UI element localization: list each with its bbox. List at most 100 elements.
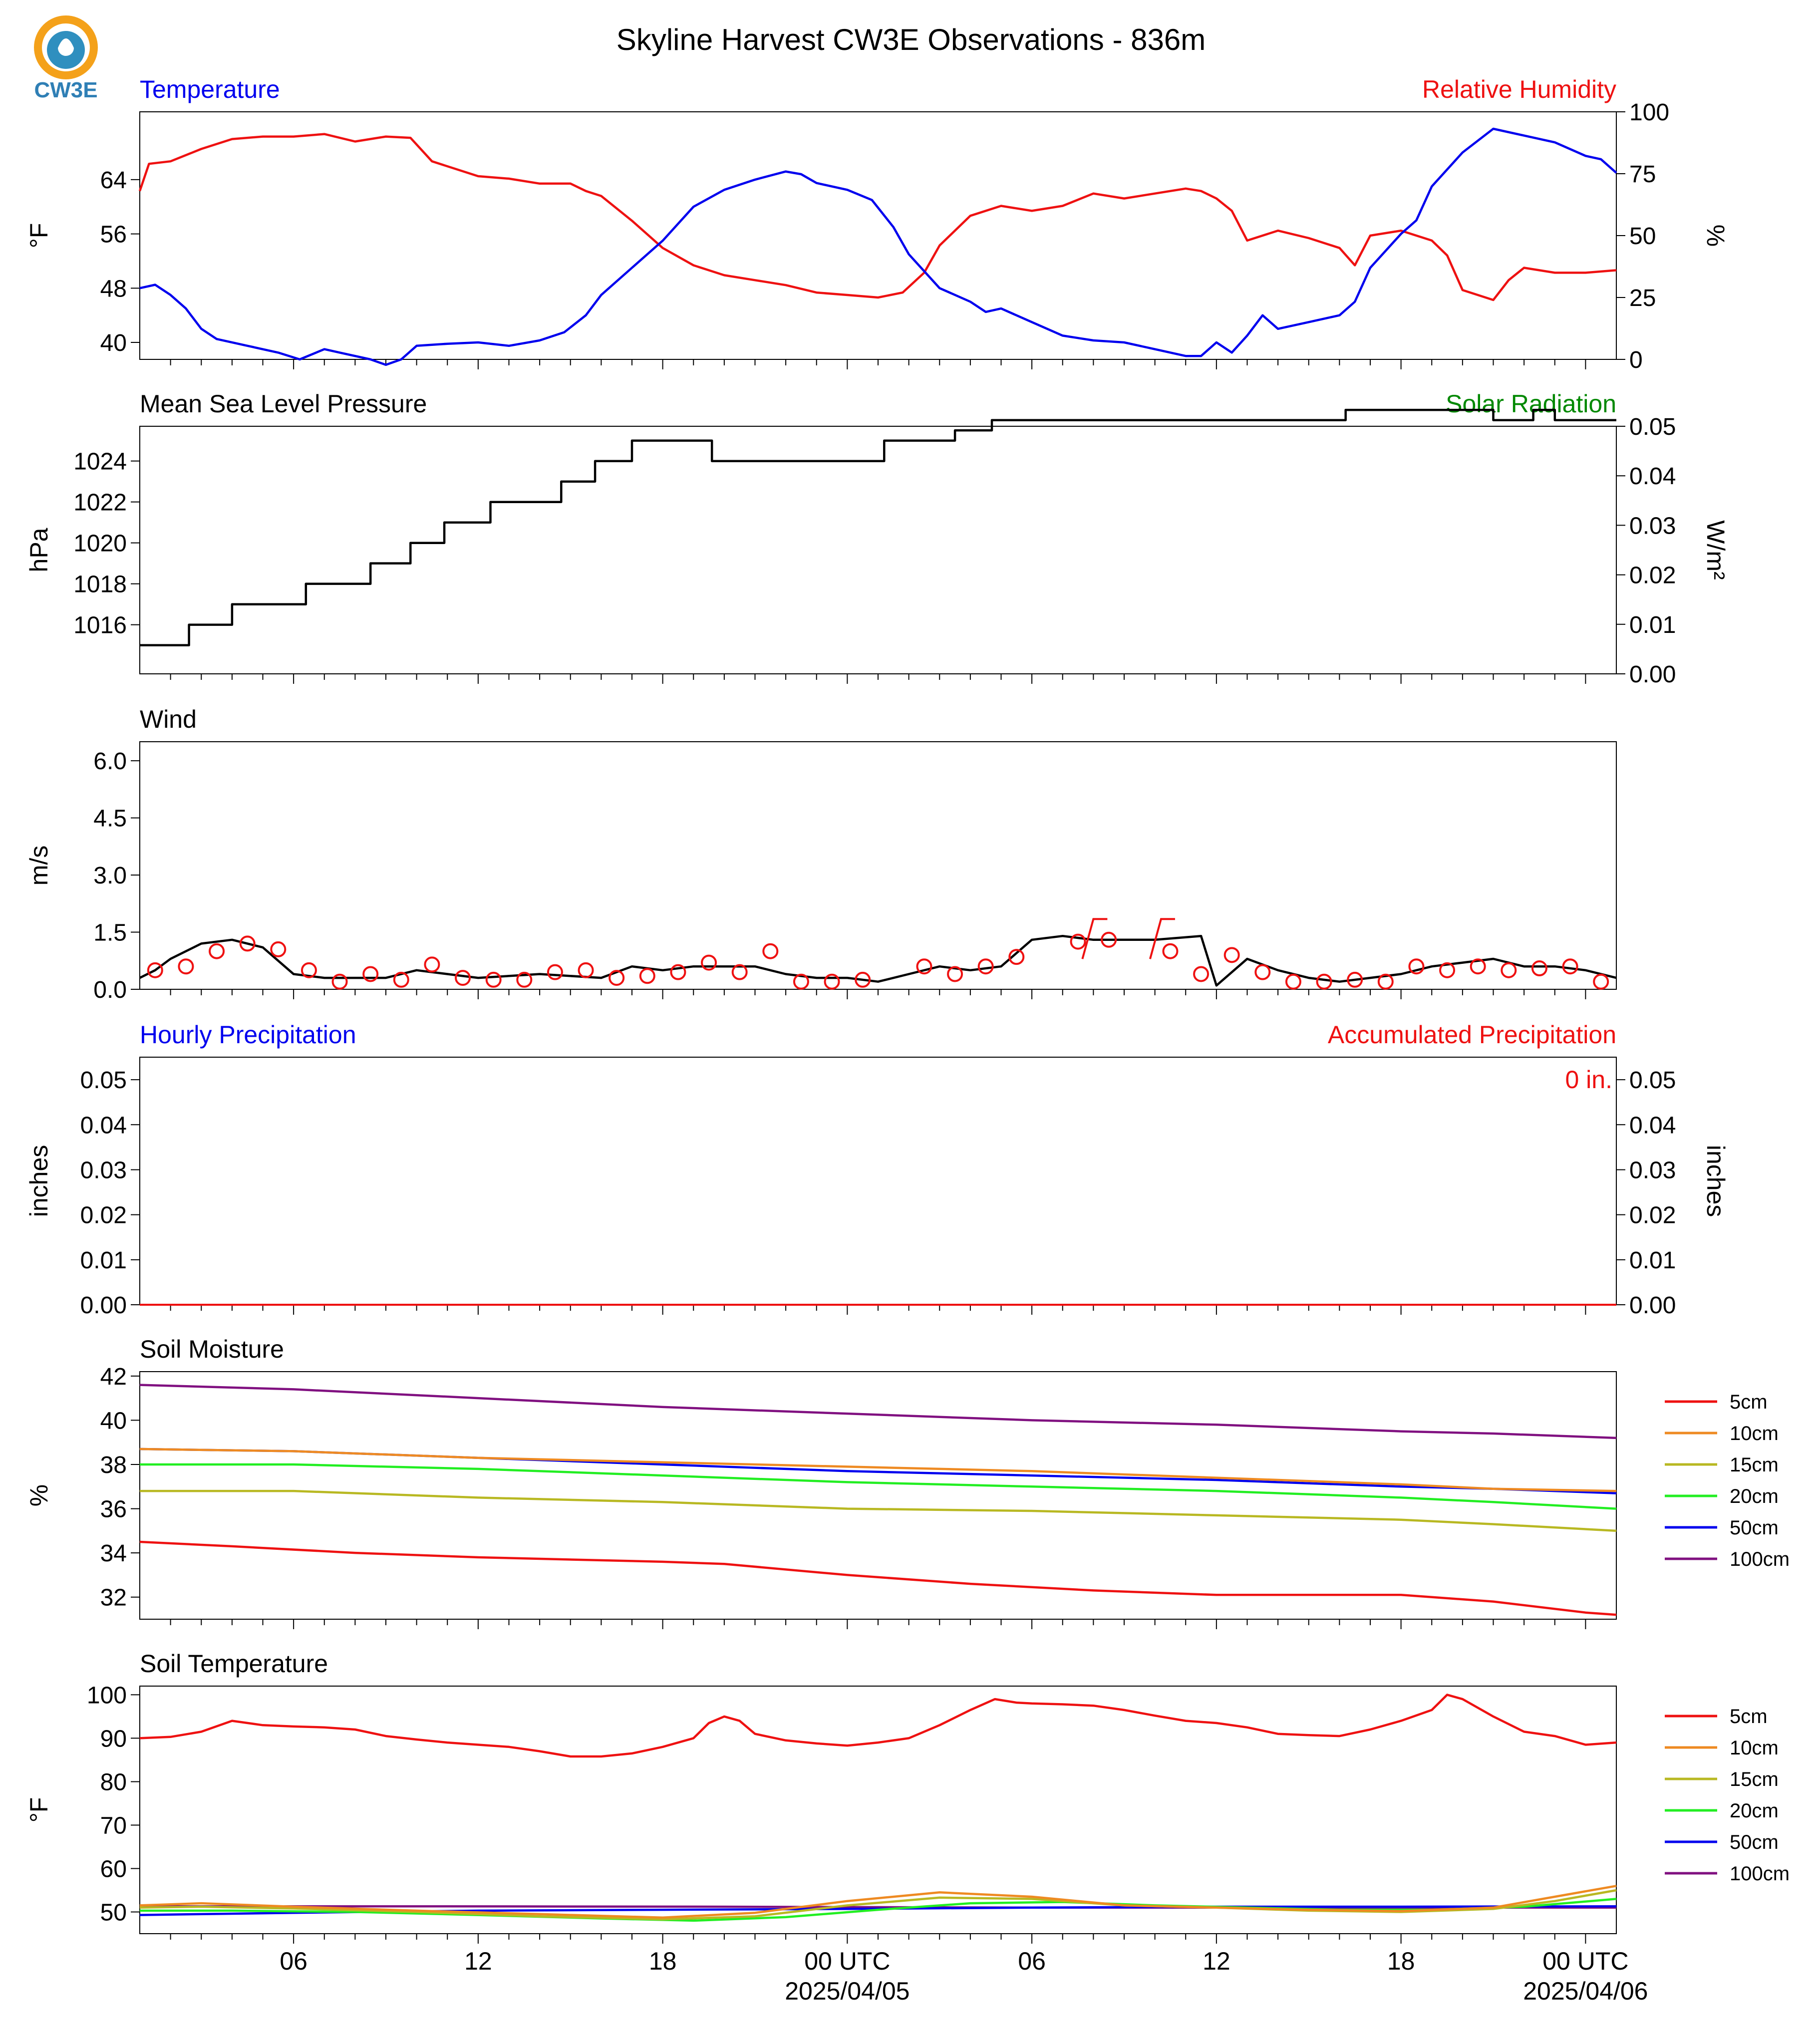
- wind-direction-marker: [239, 935, 256, 952]
- y-tick-label-left: 0.01: [80, 1247, 127, 1274]
- plot-frame: [139, 111, 1617, 360]
- wind-direction-marker: [1193, 966, 1210, 982]
- legend-label: 50cm: [1730, 1517, 1779, 1539]
- soil-series-line-15cm: [140, 1489, 1617, 1532]
- wind-direction-marker: [301, 962, 317, 978]
- y-tick-label-left: 36: [100, 1496, 127, 1523]
- panel-title-left: Soil Temperature: [140, 1650, 328, 1678]
- x-tick-label: 18: [1387, 1947, 1415, 1975]
- wind-direction-marker: [1408, 958, 1425, 975]
- wind-direction-marker: [578, 962, 594, 978]
- y-tick-label-left: 38: [100, 1452, 127, 1478]
- soil-series-line-50cm: [139, 1448, 1617, 1494]
- wind-direction-marker: [455, 970, 471, 986]
- x-tick-label: 06: [1018, 1947, 1046, 1975]
- y-axis-label-left: m/s: [25, 846, 53, 886]
- legend-label: 20cm: [1730, 1800, 1779, 1822]
- y-tick-label-left: 32: [100, 1585, 127, 1611]
- wind-direction-marker: [916, 958, 932, 975]
- y-tick-label-left: 80: [100, 1769, 127, 1795]
- wind-barb-icon: [1149, 918, 1175, 959]
- temperature-series-line: [139, 127, 1617, 366]
- y-tick-label-right: 50: [1629, 223, 1656, 250]
- logo-drop-icon: [58, 38, 74, 56]
- wind-direction-marker: [485, 971, 502, 988]
- y-tick-label-right: 0.04: [1629, 1112, 1676, 1139]
- legend-label: 20cm: [1730, 1485, 1779, 1507]
- wind-barb-icon: [1081, 918, 1108, 959]
- wind-direction-marker: [639, 968, 655, 984]
- pressure-series-line: [140, 408, 1616, 646]
- soil-series-line-15cm: [139, 1889, 1617, 1921]
- y-tick-label-left: 34: [100, 1540, 127, 1567]
- legend-label: 15cm: [1730, 1768, 1779, 1790]
- wind-direction-marker: [1070, 933, 1086, 950]
- panel-soil-temp: Soil Temperature 50 60 70 80 90 100 °F 5cm 10cm 15…: [25, 1650, 1790, 1944]
- legend-label: 10cm: [1730, 1423, 1779, 1445]
- y-tick-label-left: 0.00: [80, 1292, 127, 1319]
- y-tick-label-right: 75: [1629, 161, 1656, 188]
- y-axis-label-left: inches: [25, 1145, 53, 1217]
- y-tick-label-left: 48: [100, 276, 127, 302]
- wind-direction-marker: [1254, 964, 1271, 980]
- panel-title-right: Solar Radiation: [1446, 390, 1616, 418]
- cw3e-logo: CW3E: [34, 15, 98, 102]
- wind-direction-marker: [393, 971, 409, 988]
- wind-direction-marker: [1223, 947, 1240, 963]
- x-tick-label: 00 UTC: [804, 1947, 890, 1975]
- wind-direction-marker: [793, 973, 809, 990]
- x-date-label: 2025/04/05: [785, 1977, 910, 2005]
- panel-title-left: Hourly Precipitation: [140, 1021, 356, 1049]
- legend-label: 15cm: [1730, 1454, 1779, 1476]
- y-tick-label-left: 42: [100, 1364, 127, 1390]
- y-tick-label-left: 4.5: [93, 806, 127, 832]
- y-tick-label-left: 60: [100, 1856, 127, 1882]
- logo-sun-ring: [34, 15, 98, 79]
- y-tick-label-left: 100: [87, 1682, 127, 1709]
- legend-label: 5cm: [1730, 1706, 1768, 1728]
- panels: Temperature Relative Humidity 40 48 56 64 °F 0 2…: [25, 75, 1790, 2005]
- y-tick-label-right: 0.01: [1629, 612, 1676, 638]
- wind-direction-marker: [1501, 962, 1517, 978]
- accumulated-total-label: 0 in.: [1565, 1066, 1612, 1094]
- y-axis-label-left: hPa: [25, 528, 53, 572]
- wind-direction-marker: [1162, 943, 1179, 959]
- wind-direction-marker: [1347, 971, 1363, 988]
- y-tick-label-left: 0.05: [80, 1067, 127, 1094]
- y-tick-label-right: 0.05: [1629, 1067, 1676, 1094]
- wind-direction-marker: [1439, 962, 1456, 978]
- wind-direction-marker: [178, 958, 194, 975]
- y-tick-label-left: 1018: [73, 572, 127, 598]
- y-tick-label-right: 0.03: [1629, 513, 1676, 539]
- legend-label: 10cm: [1730, 1737, 1779, 1759]
- wind-direction-marker: [1285, 973, 1301, 990]
- wind-direction-marker: [1593, 973, 1609, 990]
- wind-direction-marker: [1470, 958, 1486, 975]
- x-tick-label: 00 UTC: [1542, 1947, 1628, 1975]
- plot-frame: [139, 426, 1617, 674]
- legend-label: 5cm: [1730, 1391, 1768, 1413]
- y-tick-label-left: 0.0: [93, 977, 127, 1003]
- x-tick-label: 12: [464, 1947, 492, 1975]
- wind-direction-marker: [608, 970, 625, 986]
- y-tick-label-right: 0.02: [1629, 1202, 1676, 1229]
- y-tick-label-left: 90: [100, 1726, 127, 1752]
- legend-label: 50cm: [1730, 1831, 1779, 1853]
- y-tick-label-left: 40: [100, 1408, 127, 1434]
- wind-direction-marker: [824, 973, 840, 990]
- wind-direction-marker: [762, 943, 779, 959]
- y-tick-label-left: 0.04: [80, 1112, 127, 1139]
- wind-direction-marker: [1562, 958, 1578, 975]
- wind-direction-marker: [1101, 931, 1117, 948]
- wind-direction-marker: [424, 956, 440, 973]
- rh-series-line: [138, 133, 1617, 301]
- panel-temp-rh: Temperature Relative Humidity 40 48 56 64 °F 0 2…: [25, 75, 1730, 373]
- y-tick-label-left: 70: [100, 1812, 127, 1839]
- panel-title-left: Mean Sea Level Pressure: [140, 390, 427, 418]
- soil-series-line-20cm: [140, 1898, 1617, 1922]
- y-axis-label-left: %: [25, 1484, 53, 1506]
- y-tick-label-right: 100: [1629, 99, 1669, 126]
- y-tick-label-left: 1.5: [93, 920, 127, 946]
- legend: 5cm 10cm 15cm 20cm 50cm 100cm: [1665, 1706, 1790, 1885]
